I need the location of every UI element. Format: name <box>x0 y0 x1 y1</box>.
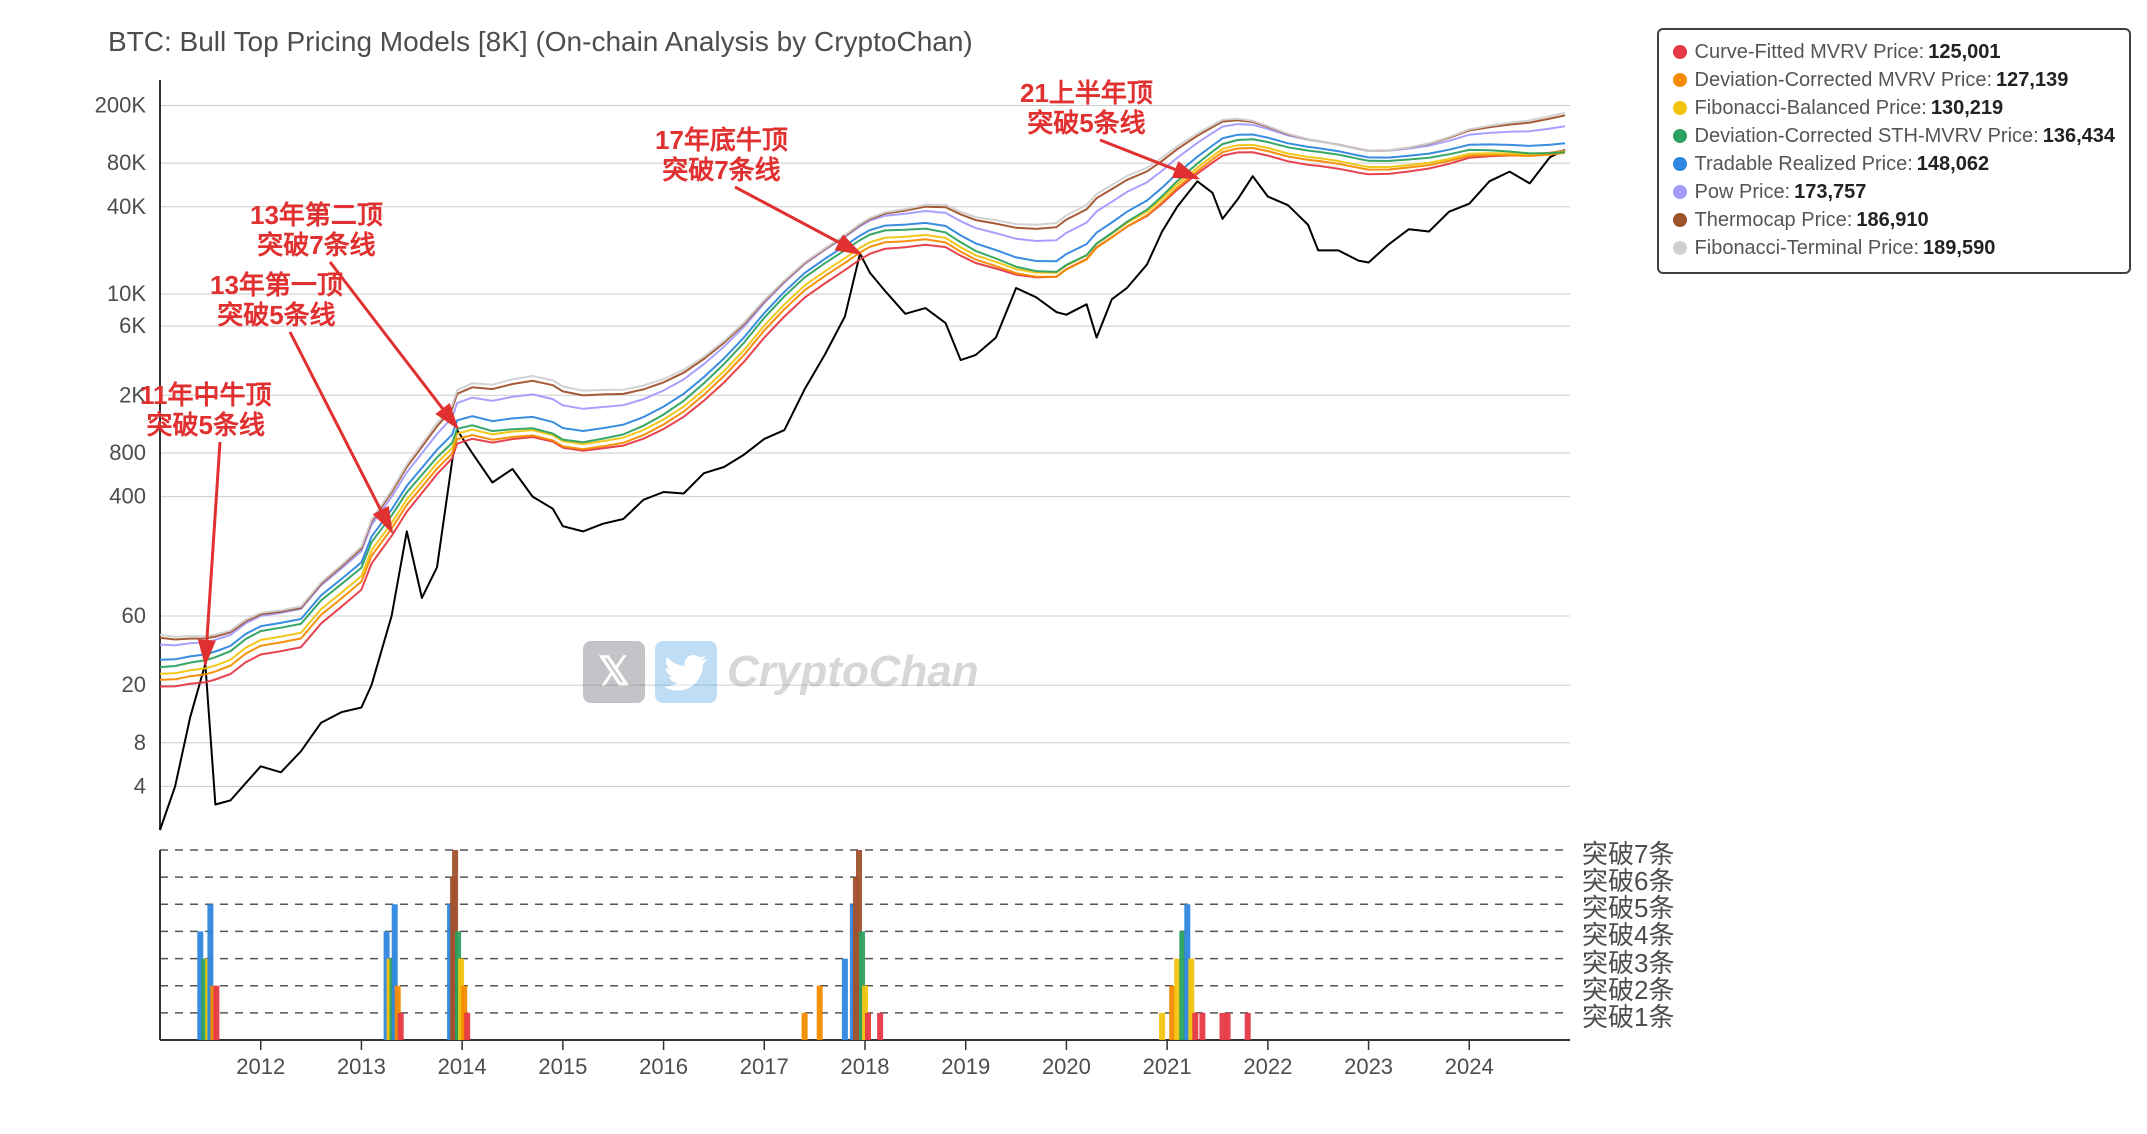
svg-text:2013: 2013 <box>337 1054 386 1079</box>
legend-label: Deviation-Corrected MVRV Price: <box>1695 66 1993 94</box>
svg-text:2021: 2021 <box>1143 1054 1192 1079</box>
svg-text:6K: 6K <box>119 313 146 338</box>
legend-item: Pow Price: 173,757 <box>1673 178 2115 206</box>
legend-dot <box>1673 185 1687 199</box>
legend-value: 189,590 <box>1923 234 1995 262</box>
svg-text:2018: 2018 <box>841 1054 890 1079</box>
legend-label: Fibonacci-Balanced Price: <box>1695 94 1927 122</box>
svg-text:20: 20 <box>122 672 146 697</box>
legend-value: 173,757 <box>1794 178 1866 206</box>
legend-label: Pow Price: <box>1695 178 1791 206</box>
legend-dot <box>1673 241 1687 255</box>
legend-item: Deviation-Corrected MVRV Price: 127,139 <box>1673 66 2115 94</box>
legend-dot <box>1673 157 1687 171</box>
svg-text:10K: 10K <box>107 281 146 306</box>
legend-dot <box>1673 45 1687 59</box>
svg-text:2014: 2014 <box>438 1054 487 1079</box>
svg-text:2015: 2015 <box>538 1054 587 1079</box>
legend-label: Deviation-Corrected STH-MVRV Price: <box>1695 122 2039 150</box>
svg-text:2022: 2022 <box>1243 1054 1292 1079</box>
svg-text:60: 60 <box>122 603 146 628</box>
legend-item: Thermocap Price: 186,910 <box>1673 206 2115 234</box>
svg-text:2024: 2024 <box>1445 1054 1494 1079</box>
legend-item: Tradable Realized Price: 148,062 <box>1673 150 2115 178</box>
legend-label: Curve-Fitted MVRV Price: <box>1695 38 1925 66</box>
svg-text:40K: 40K <box>107 194 146 219</box>
legend-dot <box>1673 213 1687 227</box>
legend-value: 186,910 <box>1856 206 1928 234</box>
svg-text:400: 400 <box>109 484 146 509</box>
svg-text:4: 4 <box>134 773 146 798</box>
legend-item: Fibonacci-Balanced Price: 130,219 <box>1673 94 2115 122</box>
svg-text:8: 8 <box>134 730 146 755</box>
legend-item: Deviation-Corrected STH-MVRV Price: 136,… <box>1673 122 2115 150</box>
svg-text:2016: 2016 <box>639 1054 688 1079</box>
legend-value: 130,219 <box>1931 94 2003 122</box>
legend-box: Curve-Fitted MVRV Price: 125,001Deviatio… <box>1657 28 2131 274</box>
legend-item: Curve-Fitted MVRV Price: 125,001 <box>1673 38 2115 66</box>
legend-value: 136,434 <box>2043 122 2115 150</box>
svg-text:2019: 2019 <box>941 1054 990 1079</box>
svg-text:200K: 200K <box>95 93 147 118</box>
svg-text:800: 800 <box>109 440 146 465</box>
svg-text:2020: 2020 <box>1042 1054 1091 1079</box>
page-root: BTC: Bull Top Pricing Models [8K] (On-ch… <box>0 0 2147 1134</box>
svg-text:2023: 2023 <box>1344 1054 1393 1079</box>
svg-text:80K: 80K <box>107 150 146 175</box>
legend-dot <box>1673 101 1687 115</box>
legend-value: 125,001 <box>1928 38 2000 66</box>
svg-text:2017: 2017 <box>740 1054 789 1079</box>
legend-value: 148,062 <box>1917 150 1989 178</box>
legend-item: Fibonacci-Terminal Price: 189,590 <box>1673 234 2115 262</box>
legend-value: 127,139 <box>1996 66 2068 94</box>
legend-dot <box>1673 73 1687 87</box>
svg-text:2K: 2K <box>119 382 146 407</box>
legend-label: Tradable Realized Price: <box>1695 150 1913 178</box>
legend-dot <box>1673 129 1687 143</box>
legend-label: Thermocap Price: <box>1695 206 1853 234</box>
legend-label: Fibonacci-Terminal Price: <box>1695 234 1920 262</box>
svg-text:2012: 2012 <box>236 1054 285 1079</box>
chart-title: BTC: Bull Top Pricing Models [8K] (On-ch… <box>108 26 973 58</box>
